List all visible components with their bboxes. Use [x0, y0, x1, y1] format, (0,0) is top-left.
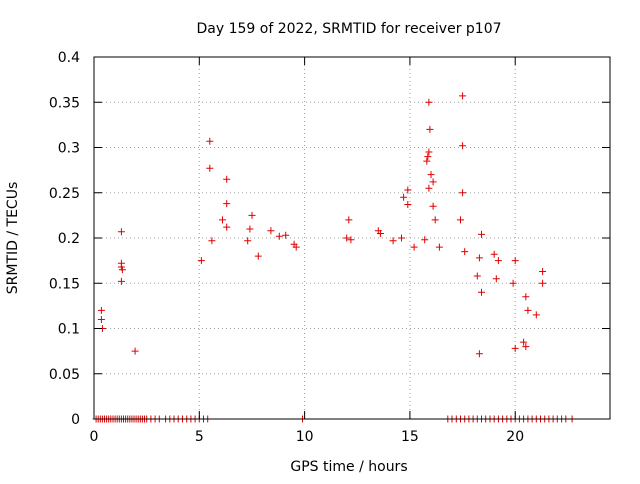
data-point: [246, 225, 254, 233]
data-point: [282, 231, 290, 239]
y-tick-label: 0.15: [49, 276, 80, 292]
data-point: [494, 257, 502, 265]
data-point: [459, 189, 467, 197]
y-tick-label: 0.2: [58, 231, 80, 247]
data-point: [426, 125, 434, 133]
data-point: [223, 223, 231, 231]
data-point: [520, 338, 528, 346]
axis-ticks: [93, 56, 610, 420]
data-point: [524, 306, 532, 314]
data-point: [425, 98, 433, 106]
y-axis-label: SRMTID / TECUs: [5, 182, 21, 295]
data-point: [208, 237, 216, 245]
data-point: [475, 350, 483, 358]
data-point: [425, 148, 433, 156]
x-tick-label: 5: [195, 429, 204, 445]
y-tick-labels: 0 0.05 0.1 0.15 0.2 0.25 0.3 0.35 0.4: [49, 50, 80, 428]
data-point: [509, 279, 517, 287]
data-point: [223, 200, 231, 208]
data-point: [425, 184, 433, 192]
data-point: [459, 142, 467, 150]
data-point: [244, 237, 252, 245]
data-point: [117, 228, 125, 236]
data-point: [511, 257, 519, 265]
y-tick-label: 0: [71, 412, 80, 428]
data-point: [478, 230, 485, 238]
data-point: [522, 293, 530, 301]
data-point: [490, 250, 498, 258]
data-point: [427, 171, 435, 179]
y-tick-label: 0.3: [58, 141, 80, 157]
data-point: [219, 216, 226, 224]
data-point: [275, 232, 283, 240]
x-axis-label: GPS time / hours: [290, 459, 407, 475]
data-point: [292, 243, 300, 251]
data-point: [118, 266, 126, 274]
y-tick-label: 0.35: [49, 95, 80, 111]
data-point: [267, 227, 275, 235]
grid-lines: [94, 57, 610, 419]
data-point: [421, 236, 429, 244]
data-point: [398, 234, 405, 242]
data-point: [539, 279, 547, 287]
data-point: [423, 157, 431, 165]
data-point: [97, 316, 105, 323]
data-point: [206, 137, 214, 145]
data-point: [389, 237, 397, 245]
data-point: [492, 275, 500, 283]
x-tick-label: 0: [90, 429, 99, 445]
x-tick-label: 15: [401, 429, 419, 445]
data-point: [473, 272, 481, 280]
data-point: [475, 254, 483, 262]
data-point: [254, 252, 262, 260]
data-point: [424, 153, 432, 161]
data-point: [206, 164, 214, 172]
data-point: [478, 288, 485, 296]
data-point: [117, 277, 125, 285]
data-point: [97, 306, 105, 314]
data-point: [400, 193, 408, 201]
data-point: [223, 175, 231, 183]
data-point: [429, 202, 437, 210]
x-tick-label: 20: [506, 429, 524, 445]
data-point: [459, 92, 467, 100]
y-tick-label: 0.4: [58, 50, 80, 66]
data-point: [345, 216, 353, 224]
data-point: [522, 343, 530, 351]
data-point: [435, 243, 443, 251]
data-point: [376, 230, 384, 237]
data-point: [248, 211, 256, 219]
data-point: [532, 311, 540, 319]
data-point: [429, 178, 437, 186]
data-point: [404, 201, 412, 208]
data-point: [343, 234, 351, 242]
y-tick-label: 0.1: [58, 322, 80, 338]
data-point: [410, 243, 418, 251]
y-tick-label: 0.05: [49, 367, 80, 383]
data-point: [197, 257, 205, 265]
data-point: [404, 186, 412, 194]
data-point: [431, 216, 439, 224]
data-point: [131, 347, 139, 355]
data-point: [539, 268, 547, 275]
chart-title: Day 159 of 2022, SRMTID for receiver p10…: [196, 21, 501, 37]
data-point: [461, 248, 469, 256]
y-tick-label: 0.25: [49, 186, 80, 202]
data-point: [457, 216, 464, 224]
x-tick-labels: 0 5 10 15 20: [90, 429, 525, 445]
x-tick-label: 10: [296, 429, 314, 445]
data-point: [511, 344, 519, 352]
data-point: [347, 236, 355, 244]
